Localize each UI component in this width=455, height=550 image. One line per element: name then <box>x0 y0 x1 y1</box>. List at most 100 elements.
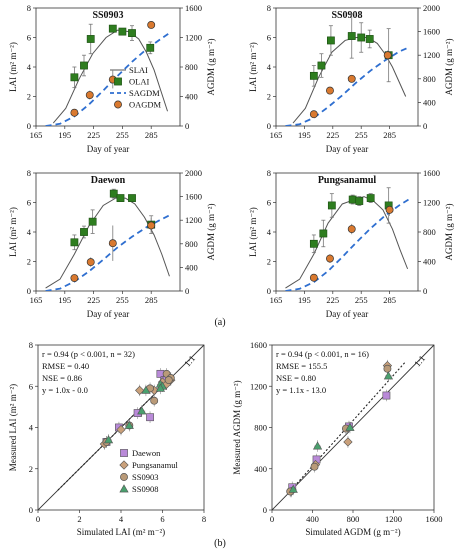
stat-line: r = 0.94 (p < 0.001, n = 16) <box>276 349 369 359</box>
y-left-tick-label: 4 <box>267 62 272 72</box>
x-tick-label: 255 <box>116 130 129 140</box>
y-right-tick-label: 1600 <box>185 192 202 202</box>
obs-lai-point <box>355 197 364 205</box>
x-tick-label: 8 <box>202 514 206 524</box>
y-right-tick-label: 0 <box>185 121 189 131</box>
x-tick-label: 2 <box>77 514 81 524</box>
obs-agdm-point <box>70 274 79 282</box>
scatter-point-ss0903 <box>164 376 173 385</box>
y-right-tick-label: 1200 <box>185 33 202 43</box>
y-left-tick-label: 8 <box>27 3 31 13</box>
x-tick-label: 255 <box>116 295 129 305</box>
y-right-tick-label: 800 <box>423 74 436 84</box>
x-axis-label: Day of year <box>87 309 129 319</box>
scatter-point-ss0908 <box>345 422 355 431</box>
x-tick-label: 285 <box>145 295 158 305</box>
y-tick-label: 400 <box>254 464 267 474</box>
x-tick-label: 255 <box>355 295 368 305</box>
obs-agdm-point <box>383 51 392 60</box>
panel-title: Pungsanamul <box>318 175 377 186</box>
y-right-tick-label: 400 <box>185 92 198 102</box>
obs-lai-point <box>128 29 136 37</box>
y-right-tick-label: 1200 <box>423 50 440 60</box>
legend-label: SLAI <box>129 65 148 75</box>
y-left-axis-label: LAI (m² m⁻²) <box>248 42 258 92</box>
plot-frame <box>35 172 181 292</box>
obs-lai-point <box>70 73 79 82</box>
y-right-axis-label: AGDM (g m⁻²) <box>206 204 216 261</box>
legend-label: SS0908 <box>132 484 158 494</box>
y-left-tick-label: 6 <box>27 198 31 208</box>
y-left-tick-label: 2 <box>27 92 31 102</box>
y-tick-label: 800 <box>254 423 267 433</box>
x-tick-label: 1600 <box>426 514 443 524</box>
x-tick-label: 165 <box>270 295 283 305</box>
obs-lai-point <box>317 61 326 70</box>
plot-frame <box>275 7 419 127</box>
sim-agdm-line <box>45 214 171 291</box>
y-left-tick-label: 6 <box>267 198 271 208</box>
validation-scatter-panel: 0 400 800 1200 1600 0 400 800 1200 1600 Simulated … <box>232 340 443 537</box>
lai-agdm-panel: 165 195 225 255 285 0 2 4 6 8 0 400 800 1200 1600 Pungs… <box>248 168 454 319</box>
y-right-tick-label: 1600 <box>423 168 440 178</box>
scatter-point-ss0903 <box>150 396 159 405</box>
obs-lai-point <box>109 189 118 198</box>
obs-agdm-point <box>86 258 95 267</box>
obs-lai-point <box>309 71 318 80</box>
sim-lai-line <box>45 197 170 289</box>
x-tick-label: 225 <box>87 130 100 140</box>
obs-agdm-point <box>147 21 156 29</box>
y-right-axis-label: AGDM (g m⁻²) <box>444 39 454 96</box>
y-left-tick-label: 0 <box>27 286 31 296</box>
y-left-tick-label: 6 <box>27 33 31 43</box>
scatter-point-pungsanamul <box>343 437 353 447</box>
scatter-point-pungsanamul <box>116 424 126 435</box>
x-axis-label: Day of year <box>326 309 368 319</box>
obs-lai-point <box>357 33 366 42</box>
one-to-one-label: 1:1 <box>412 353 427 368</box>
y-axis-label: Measured AGDM (g m⁻²) <box>232 380 242 474</box>
plot-area <box>285 187 410 291</box>
stat-line: r = 0.94 (p < 0.001, n = 32) <box>42 349 135 359</box>
x-tick-label: 400 <box>306 514 319 524</box>
x-tick-label: 800 <box>347 514 360 524</box>
legend-label: OLAI <box>129 77 149 87</box>
y-right-tick-label: 1600 <box>423 27 440 37</box>
y-right-tick-label: 400 <box>185 262 198 272</box>
plot-area <box>45 188 171 291</box>
y-tick-label: 1200 <box>250 381 267 391</box>
y-right-tick-label: 1200 <box>423 198 440 208</box>
x-tick-label: 255 <box>355 130 368 140</box>
stat-line: RMSE = 155.5 <box>276 361 327 371</box>
x-axis-label: Simulated AGDM (g m⁻²) <box>305 527 400 537</box>
x-tick-label: 195 <box>298 130 311 140</box>
obs-agdm-point <box>309 110 318 119</box>
x-tick-label: 195 <box>298 295 311 305</box>
scatter-point-ss0908 <box>141 385 151 394</box>
x-tick-label: 4 <box>119 514 124 524</box>
scatter-point-ss0908 <box>312 441 323 450</box>
lai-agdm-panel: 165 195 225 255 285 0 2 4 6 8 0 400 800 1200 1600 2000 S… <box>248 3 454 154</box>
y-right-tick-label: 0 <box>423 121 427 131</box>
legend-swatch-ss0908 <box>119 484 129 493</box>
legend-swatch-daewon <box>120 449 128 457</box>
sim-agdm-line <box>285 198 410 291</box>
figure-label-b: (b) <box>214 538 226 549</box>
legend-label: Pungsanamul <box>132 460 178 470</box>
x-tick-label: 285 <box>383 295 396 305</box>
one-to-one-label: 1:1 <box>182 353 197 368</box>
y-right-tick-label: 800 <box>185 62 198 72</box>
obs-agdm-point <box>347 74 356 83</box>
x-tick-label: 6 <box>160 514 164 524</box>
y-tick-label: 1600 <box>250 340 267 350</box>
scatter-point-ss0908 <box>155 383 166 392</box>
y-left-tick-label: 0 <box>267 121 271 131</box>
legend-label: OAGDM <box>129 100 162 110</box>
obs-lai-point <box>108 24 117 33</box>
sim-agdm-line <box>285 46 409 126</box>
obs-lai-point <box>365 35 374 43</box>
y-left-axis-label: LAI (m² m⁻²) <box>248 207 258 257</box>
y-left-tick-label: 8 <box>27 168 31 178</box>
obs-lai-point <box>80 61 88 70</box>
legend-swatch-pungsanamul <box>119 460 129 470</box>
